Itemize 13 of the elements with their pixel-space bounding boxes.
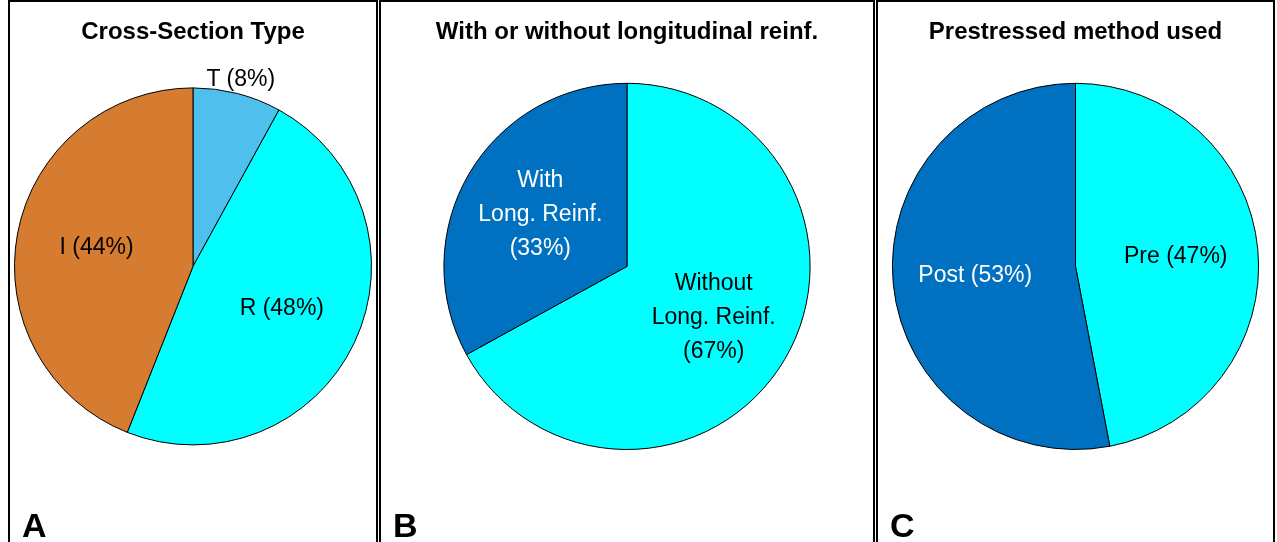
- slice-label: Pre (47%): [1123, 242, 1228, 269]
- slice-label: T (8%): [206, 65, 276, 92]
- slice-label: Without Long. Reinf. (67%): [651, 269, 776, 364]
- slice-label: I (44%): [59, 233, 134, 260]
- text: C: [890, 506, 915, 542]
- chart-title: Prestressed method used: [928, 17, 1223, 45]
- chart-title: With or without longitudinal reinf.: [435, 17, 819, 45]
- text: B: [393, 506, 418, 542]
- chart-title: Cross-Section Type: [81, 17, 305, 45]
- slice-label: With Long. Reinf. (33%): [478, 166, 603, 261]
- text: A: [22, 506, 47, 542]
- slice-label: Post (53%): [918, 261, 1033, 288]
- slice-label: R (48%): [239, 293, 325, 320]
